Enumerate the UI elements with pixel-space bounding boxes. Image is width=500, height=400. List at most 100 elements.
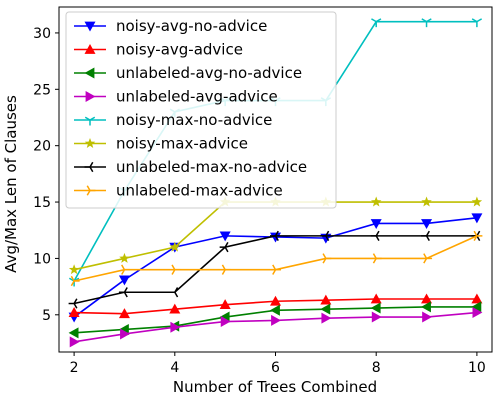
y-tick-label: 20 <box>33 139 51 155</box>
legend-label-noisy-avg-no-advice: noisy-avg-no-advice <box>116 17 267 35</box>
x-axis-label: Number of Trees Combined <box>173 378 377 396</box>
legend-marker-noisy-avg-no-advice <box>84 21 96 32</box>
legend-label-noisy-avg-advice: noisy-avg-advice <box>116 41 243 59</box>
data-point-noisy-avg-advice-9 <box>421 293 433 304</box>
legend: noisy-avg-no-advice noisy-avg-advice unlab… <box>65 11 337 209</box>
y-tick-label: 15 <box>33 195 51 211</box>
legend-item-unlabeled-avg-advice: unlabeled-avg-advice <box>74 88 278 106</box>
data-point-unlabeled-max-advice-2 <box>70 275 80 287</box>
data-point-noisy-avg-advice-6 <box>270 295 281 306</box>
data-point-unlabeled-max-advice-5 <box>221 264 231 275</box>
data-point-noisy-max-advice-9 <box>421 196 432 207</box>
data-point-noisy-avg-advice-7 <box>320 294 332 305</box>
series-unlabeled-max-no-advice <box>68 230 481 309</box>
x-tick-label: 4 <box>170 360 179 376</box>
data-point-noisy-avg-advice-4 <box>169 303 181 314</box>
data-point-noisy-avg-no-advice-5 <box>219 231 231 242</box>
legend-item-noisy-max-advice: noisy-max-advice <box>74 135 248 153</box>
data-point-unlabeled-avg-no-advice-6 <box>270 304 280 316</box>
data-point-noisy-max-advice-8 <box>370 196 382 207</box>
data-point-unlabeled-max-advice-6 <box>272 264 281 275</box>
data-point-unlabeled-avg-advice-10 <box>472 307 483 319</box>
series-unlabeled-max-advice <box>70 230 483 287</box>
data-point-unlabeled-avg-no-advice-7 <box>320 303 331 315</box>
data-point-unlabeled-max-no-advice-9 <box>421 230 430 242</box>
data-point-noisy-avg-advice-8 <box>370 293 382 304</box>
y-tick-label: 5 <box>42 308 51 324</box>
legend-marker-unlabeled-avg-no-advice <box>84 67 95 79</box>
data-point-unlabeled-max-advice-7 <box>322 253 332 264</box>
data-point-noisy-avg-advice-5 <box>219 299 231 310</box>
data-point-noisy-avg-advice-10 <box>471 293 483 304</box>
legend-label-noisy-max-advice: noisy-max-advice <box>116 135 248 153</box>
data-point-unlabeled-avg-no-advice-2 <box>68 327 79 339</box>
data-point-unlabeled-max-advice-8 <box>372 253 382 264</box>
legend-label-noisy-max-no-advice: noisy-max-no-advice <box>116 111 272 129</box>
y-tick-label: 30 <box>33 26 51 42</box>
data-point-unlabeled-max-no-advice-3 <box>118 287 128 298</box>
legend-item-unlabeled-avg-no-advice: unlabeled-avg-no-advice <box>74 64 302 82</box>
y-tick-label: 10 <box>33 251 51 267</box>
legend-item-unlabeled-max-no-advice: unlabeled-max-no-advice <box>74 158 307 176</box>
data-point-unlabeled-max-advice-3 <box>121 264 130 275</box>
data-point-unlabeled-avg-no-advice-9 <box>421 301 431 313</box>
legend-marker-noisy-max-advice <box>84 138 96 148</box>
data-point-unlabeled-avg-advice-6 <box>271 314 281 326</box>
series-unlabeled-avg-advice <box>69 307 483 348</box>
axes-layer: 2 4 6 8 10 5 10 15 20 25 30 <box>33 6 493 376</box>
legend-marker-noisy-max-no-advice <box>84 116 96 126</box>
legend-label-unlabeled-max-advice: unlabeled-max-advice <box>116 182 283 200</box>
data-point-unlabeled-avg-no-advice-8 <box>370 302 381 314</box>
legend-marker-unlabeled-max-no-advice <box>84 161 94 173</box>
legend-marker-unlabeled-avg-advice <box>85 91 96 102</box>
legend-marker-noisy-avg-advice <box>84 44 96 54</box>
data-point-noisy-max-no-advice-9 <box>421 18 432 28</box>
legend-item-noisy-max-no-advice: noisy-max-no-advice <box>74 111 272 129</box>
legend-item-noisy-avg-no-advice: noisy-avg-no-advice <box>74 17 267 35</box>
data-point-unlabeled-max-no-advice-5 <box>219 242 229 253</box>
data-point-noisy-max-advice-3 <box>119 252 130 263</box>
data-point-unlabeled-max-advice-9 <box>423 253 433 264</box>
data-point-unlabeled-max-advice-4 <box>171 264 181 275</box>
legend-box <box>65 11 337 209</box>
data-point-noisy-avg-advice-3 <box>118 308 130 319</box>
data-point-unlabeled-max-no-advice-6 <box>270 230 279 242</box>
data-point-unlabeled-max-no-advice-7 <box>320 230 330 242</box>
data-point-unlabeled-avg-advice-4 <box>170 321 181 333</box>
legend-label-unlabeled-avg-no-advice: unlabeled-avg-no-advice <box>116 64 302 82</box>
data-point-noisy-max-no-advice-8 <box>371 18 382 28</box>
legend-label-unlabeled-max-no-advice: unlabeled-max-no-advice <box>116 158 307 176</box>
data-point-unlabeled-max-advice-10 <box>473 230 483 242</box>
x-tick-label: 2 <box>70 360 79 376</box>
y-axis-label: Avg/Max Len of Clauses <box>2 95 20 273</box>
data-point-noisy-avg-advice-2 <box>68 307 80 317</box>
data-point-noisy-avg-no-advice-10 <box>471 213 483 224</box>
data-point-noisy-max-advice-10 <box>471 196 483 207</box>
legend-item-noisy-avg-advice: noisy-avg-advice <box>74 41 243 59</box>
data-point-unlabeled-avg-advice-7 <box>321 312 332 324</box>
series-layer <box>68 18 483 348</box>
data-point-unlabeled-avg-advice-5 <box>220 316 231 328</box>
x-tick-label: 6 <box>271 360 280 376</box>
legend-item-unlabeled-max-advice: unlabeled-max-advice <box>74 182 283 200</box>
data-point-noisy-avg-no-advice-3 <box>118 275 130 286</box>
data-point-unlabeled-avg-advice-2 <box>69 336 80 348</box>
data-point-unlabeled-max-no-advice-2 <box>68 298 78 309</box>
legend-marker-unlabeled-max-advice <box>86 185 96 196</box>
data-point-unlabeled-avg-advice-9 <box>422 311 433 323</box>
series-noisy-avg-advice <box>68 293 483 319</box>
legend-label-unlabeled-avg-advice: unlabeled-avg-advice <box>116 88 278 106</box>
data-point-noisy-avg-no-advice-9 <box>421 219 433 229</box>
data-point-unlabeled-avg-no-advice-10 <box>471 301 482 313</box>
data-point-noisy-max-no-advice-10 <box>471 18 483 28</box>
x-tick-label: 8 <box>372 360 381 376</box>
data-point-noisy-max-advice-2 <box>68 264 80 275</box>
y-tick-label: 25 <box>33 82 51 98</box>
data-point-unlabeled-max-no-advice-4 <box>169 287 179 298</box>
data-point-unlabeled-avg-advice-8 <box>371 311 382 323</box>
data-point-unlabeled-avg-advice-3 <box>120 328 130 340</box>
data-point-noisy-avg-no-advice-8 <box>370 219 382 229</box>
x-tick-label: 10 <box>468 360 486 376</box>
data-point-unlabeled-max-no-advice-8 <box>370 230 380 242</box>
